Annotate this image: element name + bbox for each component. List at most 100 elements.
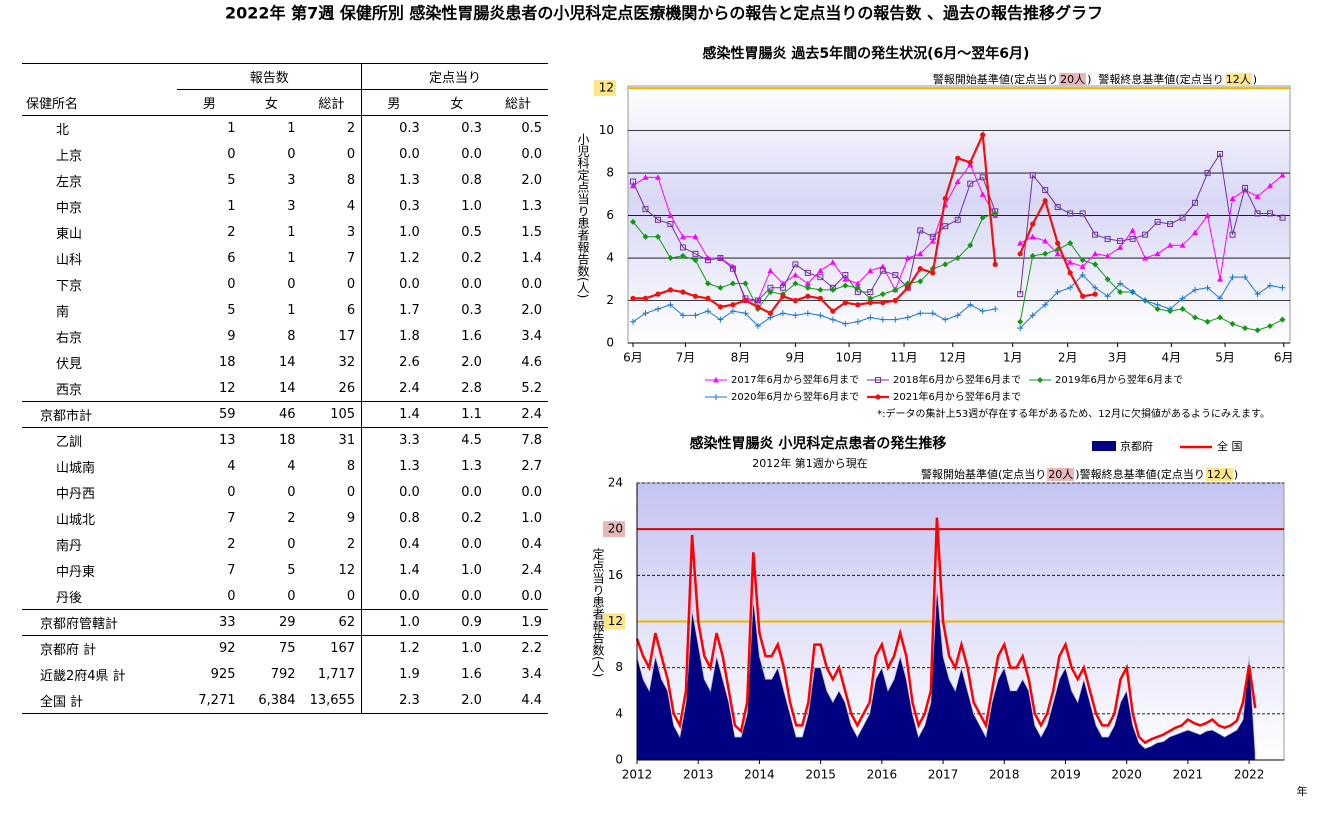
marker bbox=[967, 180, 974, 187]
marker bbox=[830, 308, 836, 314]
y-axis-label: 定点当り患者報告数(人) bbox=[591, 548, 605, 678]
marker bbox=[892, 286, 899, 293]
cell-name: 南丹 bbox=[56, 539, 83, 554]
y-axis-label: 小児科定点当り患者報告数(人) bbox=[576, 133, 590, 299]
marker bbox=[1092, 291, 1098, 297]
marker bbox=[1204, 284, 1211, 291]
marker bbox=[1042, 198, 1048, 204]
table-row: 下京 0 0 0 0.0 0.0 0.0 bbox=[22, 271, 548, 298]
marker bbox=[1079, 272, 1086, 279]
marker bbox=[954, 312, 961, 319]
marker bbox=[992, 261, 998, 268]
marker bbox=[829, 286, 836, 293]
marker bbox=[642, 233, 649, 240]
marker bbox=[804, 269, 811, 276]
marker bbox=[1279, 284, 1286, 291]
cell-value: 33 bbox=[218, 615, 236, 630]
cell-value: 0.3 bbox=[461, 303, 482, 318]
marker bbox=[1229, 274, 1236, 281]
marker bbox=[892, 297, 898, 304]
marker bbox=[692, 250, 699, 257]
x-tick-label: 2013 bbox=[683, 768, 714, 782]
cell-value: 3.3 bbox=[361, 427, 426, 454]
marker bbox=[917, 250, 924, 257]
note-part: ) bbox=[1252, 73, 1257, 86]
cell-value: 0.0 bbox=[521, 588, 542, 604]
x-tick-label: 11月 bbox=[890, 351, 917, 365]
cell-value: 2.0 bbox=[521, 173, 542, 188]
note-part: ) 警報終息基準値(定点当り bbox=[1087, 73, 1224, 86]
x-tick-label: 2014 bbox=[744, 768, 775, 782]
marker bbox=[655, 291, 661, 297]
cell-value: 2 bbox=[227, 225, 236, 240]
cell-value: 1 bbox=[287, 251, 296, 266]
table-row: 中京 1 3 4 0.3 1.0 1.3 bbox=[22, 193, 548, 220]
marker bbox=[992, 210, 999, 217]
cell-value: 14 bbox=[279, 380, 296, 396]
marker bbox=[1179, 306, 1186, 313]
cell-value: 2.0 bbox=[461, 355, 482, 370]
marker bbox=[717, 255, 724, 262]
marker bbox=[692, 312, 699, 319]
x-tick-label: 12月 bbox=[939, 351, 966, 365]
marker bbox=[904, 314, 911, 321]
marker bbox=[1029, 312, 1036, 319]
marker bbox=[1229, 320, 1236, 327]
marker bbox=[867, 314, 874, 321]
marker bbox=[942, 316, 949, 323]
cell-value: 0 bbox=[227, 277, 236, 292]
cell-value: 0.2 bbox=[461, 251, 482, 266]
marker bbox=[867, 289, 874, 296]
marker bbox=[1179, 214, 1186, 221]
marker bbox=[654, 216, 661, 223]
table-row: 伏見 18 14 32 2.6 2.0 4.6 bbox=[22, 349, 548, 376]
marker bbox=[1217, 314, 1224, 321]
marker bbox=[717, 304, 724, 310]
legend-label: 全 国 bbox=[1217, 439, 1243, 453]
legend-label: 2018年6月から翌年6月まで bbox=[893, 373, 1021, 386]
cell-value: 7 bbox=[227, 563, 236, 578]
cell-value: 0.5 bbox=[521, 121, 542, 137]
marker bbox=[1142, 255, 1149, 261]
cell-name: 近畿2府4県 計 bbox=[40, 669, 126, 684]
marker bbox=[967, 159, 973, 166]
marker bbox=[804, 310, 811, 317]
marker bbox=[717, 316, 724, 323]
table-row: 南丹 2 0 2 0.4 0.0 0.4 bbox=[22, 531, 548, 558]
cell-value: 4.6 bbox=[521, 355, 542, 370]
cell-value: 2.4 bbox=[521, 407, 542, 422]
cell-value: 1.0 bbox=[361, 609, 426, 636]
y-tick-label: 4 bbox=[615, 706, 623, 720]
marker bbox=[713, 394, 719, 400]
cell-value: 5 bbox=[227, 303, 236, 318]
cell-value: 0.5 bbox=[461, 225, 482, 240]
cell-name: 京都府 計 bbox=[40, 643, 97, 659]
cell-name: 山城北 bbox=[56, 513, 96, 528]
cell-value: 0.0 bbox=[521, 485, 542, 500]
marker bbox=[817, 286, 824, 293]
cell-value: 5 bbox=[227, 173, 236, 188]
marker bbox=[875, 377, 881, 383]
marker bbox=[967, 301, 974, 308]
marker bbox=[930, 270, 936, 276]
marker bbox=[630, 295, 636, 301]
marker bbox=[1129, 227, 1136, 233]
cell-value: 1.0 bbox=[461, 199, 482, 214]
chart-subtitle: 2012年 第1週から現在 bbox=[752, 456, 868, 470]
cell-value: 0.4 bbox=[521, 537, 542, 552]
group-header: 報告数 bbox=[177, 63, 362, 90]
marker bbox=[1167, 221, 1174, 228]
cell-value: 1 bbox=[287, 303, 296, 318]
marker bbox=[1067, 240, 1074, 247]
cell-value: 0.3 bbox=[461, 121, 482, 137]
marker bbox=[854, 280, 861, 286]
marker bbox=[954, 216, 961, 223]
marker bbox=[742, 280, 749, 287]
cell-value: 1.2 bbox=[361, 245, 426, 272]
cell-value: 0 bbox=[287, 485, 296, 500]
marker bbox=[1079, 210, 1086, 217]
cell-value: 0.0 bbox=[361, 141, 426, 168]
table-row: 右京 9 8 17 1.8 1.6 3.4 bbox=[22, 323, 548, 350]
cell-value: 1.7 bbox=[361, 297, 426, 324]
legend-label: 2021年6月から翌年6月まで bbox=[893, 390, 1021, 403]
